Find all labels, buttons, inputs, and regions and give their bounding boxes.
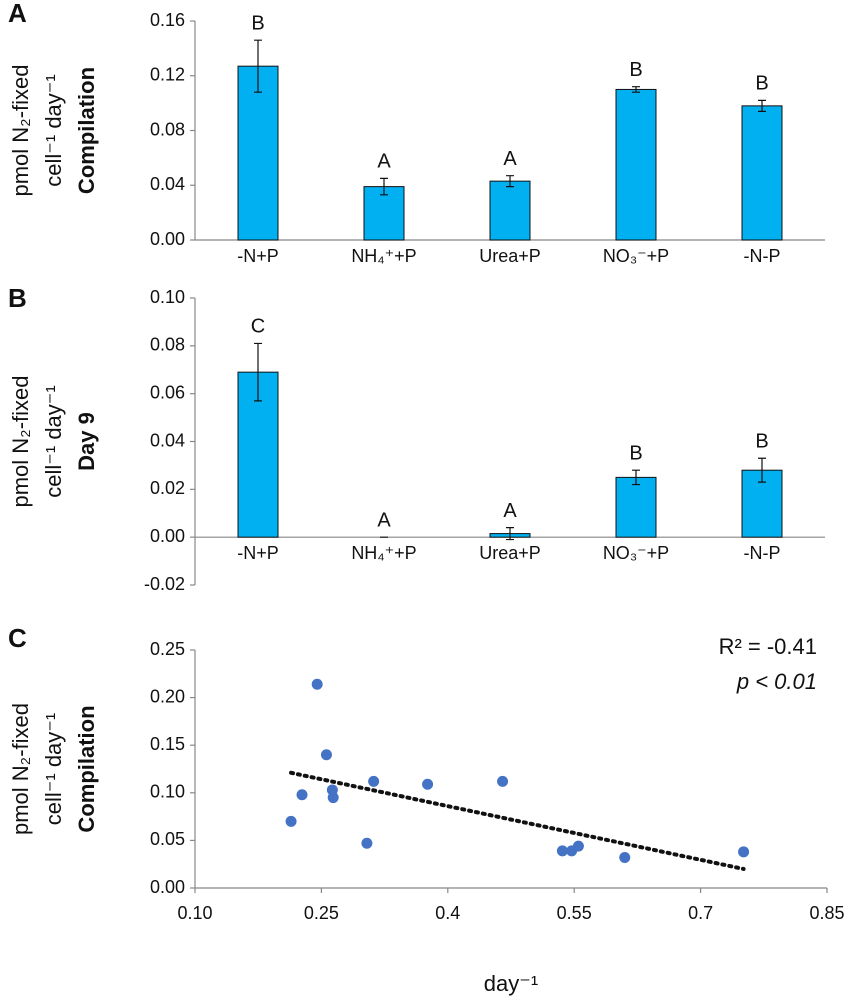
bar xyxy=(237,65,279,241)
y-axis-subtitle: Day 9 xyxy=(74,412,99,471)
error-bar xyxy=(758,457,766,483)
point xyxy=(556,845,568,857)
y-tick-label: 0.04 xyxy=(150,430,185,450)
y-tick-label: 0.08 xyxy=(150,335,185,355)
x-tick-label: 0.10 xyxy=(177,903,212,923)
point xyxy=(320,749,332,761)
x-tick-label: Urea+P xyxy=(479,543,541,563)
y-tick-label: 0.00 xyxy=(150,229,185,249)
error-bar xyxy=(506,175,514,188)
x-tick-label: 0.7 xyxy=(688,903,713,923)
point xyxy=(368,775,380,787)
significance-letter: A xyxy=(377,509,391,531)
error-bar xyxy=(254,342,262,402)
bar xyxy=(489,180,531,241)
x-tick-label: -N-P xyxy=(744,543,781,563)
point xyxy=(738,846,750,858)
y-tick-label: 0.00 xyxy=(150,526,185,546)
error-bar xyxy=(380,177,388,196)
y-tick-label: 0.06 xyxy=(150,382,185,402)
y-tick-label: 0.05 xyxy=(150,829,185,849)
panel-label: B xyxy=(8,283,27,313)
significance-letter: A xyxy=(377,151,391,173)
y-axis-subtitle: Compilation xyxy=(74,67,99,194)
point xyxy=(572,840,584,852)
annotation: p < 0.01 xyxy=(736,669,817,694)
significance-letter: B xyxy=(755,73,768,95)
panel-label: A xyxy=(8,0,27,28)
point xyxy=(422,778,434,790)
significance-letter: B xyxy=(629,59,642,81)
error-bar xyxy=(758,99,766,112)
point xyxy=(619,852,631,864)
bar xyxy=(363,186,405,241)
x-axis-label: day⁻¹ xyxy=(484,971,538,996)
y-tick-label: 0.10 xyxy=(150,782,185,802)
y-tick-label: 0.00 xyxy=(150,877,185,897)
x-tick-label: NH₄⁺+P xyxy=(351,246,416,266)
x-tick-label: 0.55 xyxy=(557,903,592,923)
point xyxy=(311,678,323,690)
error-bar xyxy=(632,469,640,486)
y-tick-label: 0.16 xyxy=(150,10,185,30)
significance-letter: B xyxy=(629,442,642,464)
bar xyxy=(615,476,657,538)
error-bar xyxy=(506,527,514,541)
significance-letter: B xyxy=(251,12,264,34)
trendline xyxy=(289,770,746,871)
y-axis-subtitle: Compilation xyxy=(74,705,99,832)
y-axis-label: pmol N₂-fixed xyxy=(8,703,33,835)
y-axis-label: pmol N₂-fixed xyxy=(8,64,33,196)
x-tick-label: 0.85 xyxy=(809,903,844,923)
point xyxy=(361,837,373,849)
significance-letter: A xyxy=(503,148,517,170)
y-tick-label: 0.02 xyxy=(150,478,185,498)
x-tick-label: -N+P xyxy=(237,543,279,563)
significance-letter: C xyxy=(251,316,265,338)
y-tick-label: 0.12 xyxy=(150,65,185,85)
x-tick-label: 0.25 xyxy=(304,903,339,923)
annotation: R² = -0.41 xyxy=(719,634,817,659)
y-axis-label: cell⁻¹ day⁻¹ xyxy=(41,713,66,825)
y-tick-label: 0.20 xyxy=(150,686,185,706)
point xyxy=(327,792,339,804)
bar xyxy=(741,105,783,241)
significance-letter: A xyxy=(503,500,517,522)
error-bar xyxy=(254,39,262,93)
panel-label: C xyxy=(8,623,27,653)
bar xyxy=(615,88,657,241)
x-tick-label: NO₃⁻+P xyxy=(603,543,669,563)
x-tick-label: -N+P xyxy=(237,246,279,266)
x-tick-label: NH₄⁺+P xyxy=(351,543,416,563)
y-tick-label: 0.15 xyxy=(150,734,185,754)
x-tick-label: Urea+P xyxy=(479,246,541,266)
x-tick-label: -N-P xyxy=(744,246,781,266)
point xyxy=(497,775,509,787)
y-tick-label: -0.02 xyxy=(144,574,185,594)
y-tick-label: 0.04 xyxy=(150,174,185,194)
significance-letter: B xyxy=(755,431,768,453)
x-tick-label: NO₃⁻+P xyxy=(603,246,669,266)
y-axis-label: pmol N₂-fixed xyxy=(8,375,33,507)
y-axis-label: cell⁻¹ day⁻¹ xyxy=(41,74,66,186)
point xyxy=(285,815,297,827)
y-tick-label: 0.08 xyxy=(150,119,185,139)
y-tick-label: 0.10 xyxy=(150,287,185,307)
error-bar xyxy=(632,86,640,93)
y-tick-label: 0.25 xyxy=(150,639,185,659)
y-axis-label: cell⁻¹ day⁻¹ xyxy=(41,385,66,497)
x-tick-label: 0.4 xyxy=(435,903,460,923)
point xyxy=(296,789,308,801)
